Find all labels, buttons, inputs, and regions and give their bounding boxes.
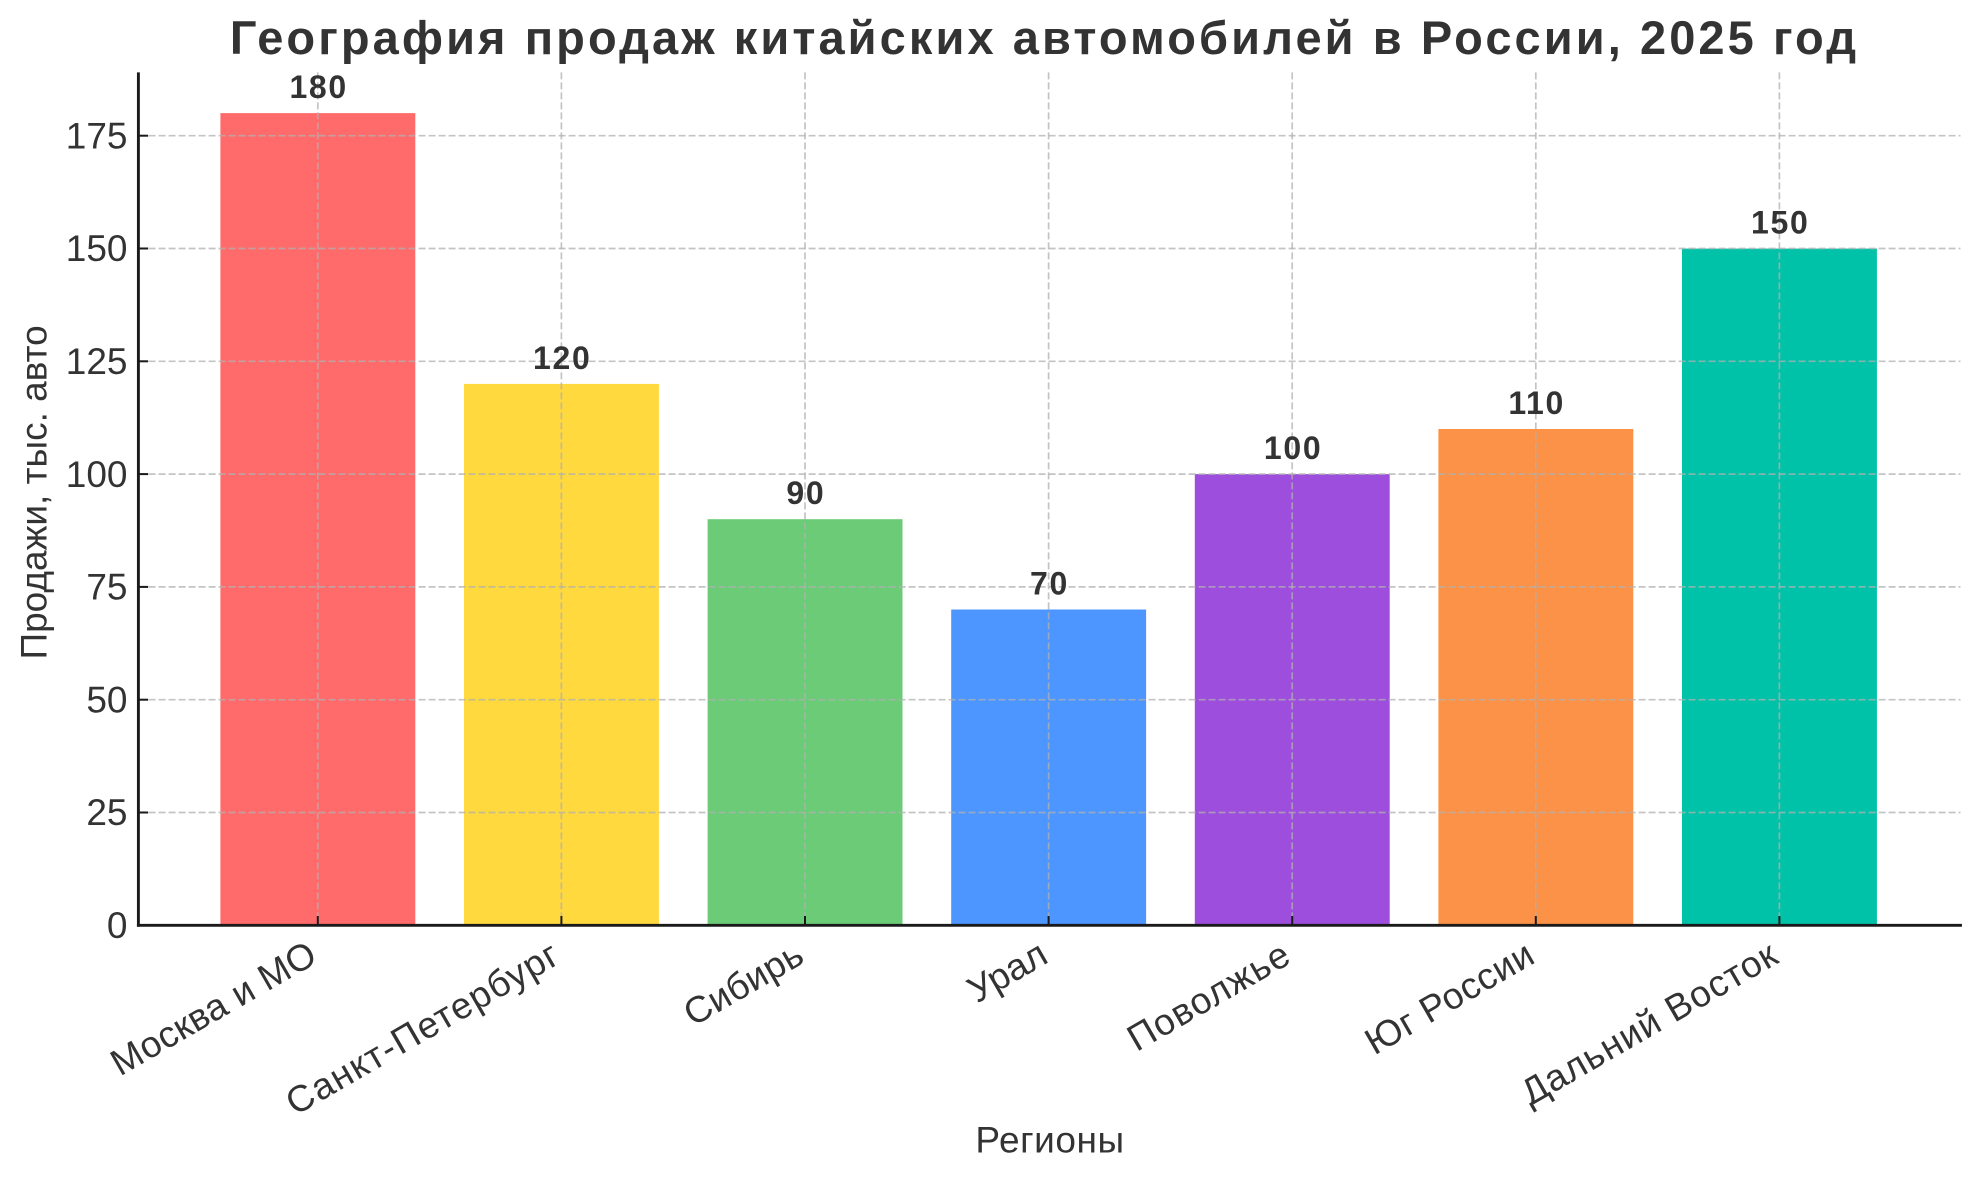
svg-text:175: 175 [66,115,128,156]
svg-text:100: 100 [1264,430,1323,466]
svg-text:География продаж китайских авт: География продаж китайских автомобилей в… [230,11,1859,64]
svg-text:75: 75 [86,567,127,608]
svg-text:90: 90 [786,475,825,511]
svg-text:25: 25 [86,792,127,833]
svg-text:150: 150 [66,228,128,269]
svg-text:70: 70 [1030,566,1069,602]
svg-text:100: 100 [66,454,128,495]
svg-text:50: 50 [86,679,127,720]
svg-text:110: 110 [1508,385,1565,421]
svg-text:Регионы: Регионы [975,1120,1124,1161]
svg-text:150: 150 [1751,205,1810,241]
svg-text:180: 180 [289,69,348,105]
svg-text:125: 125 [66,341,128,382]
svg-text:Продажи, тыс. авто: Продажи, тыс. авто [14,325,55,659]
svg-text:0: 0 [107,905,128,946]
svg-text:120: 120 [533,340,592,376]
